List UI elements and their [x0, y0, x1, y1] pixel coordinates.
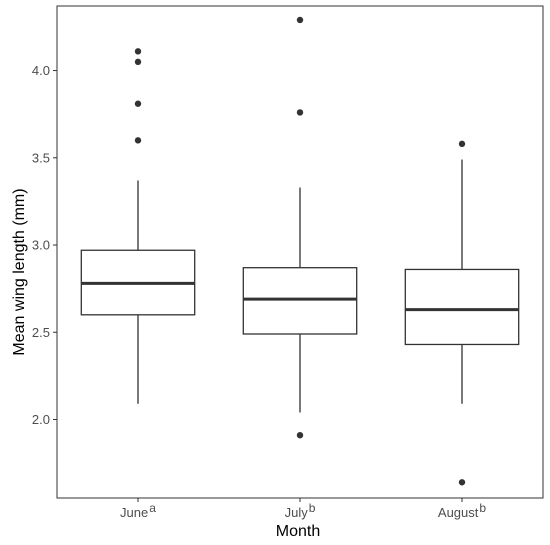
outlier-point: [296, 431, 304, 439]
x-axis-title: Month: [276, 523, 320, 540]
box: [242, 267, 358, 335]
y-axis-title: Mean wing length (mm): [11, 188, 28, 355]
y-tick-label: 3.0: [32, 238, 50, 253]
outlier-point: [296, 109, 304, 116]
outlier-point: [134, 100, 142, 107]
axis-labels: Month Mean wing length (mm): [11, 188, 320, 540]
outlier-point: [134, 48, 142, 55]
outlier-point: [296, 16, 304, 24]
x-tick-label: Junea: [120, 501, 156, 520]
plot-area: 2.0 2.5 3.0 3.5 4.0 Junea Julyb Augustb: [32, 5, 544, 520]
outlier-point: [458, 479, 466, 486]
y-tick-label: 3.5: [32, 150, 50, 165]
box: [404, 268, 520, 346]
outlier-point: [134, 137, 142, 144]
y-tick-label: 2.5: [32, 325, 50, 340]
y-tick-label: 4.0: [32, 63, 50, 78]
outlier-point: [458, 140, 466, 148]
x-tick-label: Augustb: [438, 501, 486, 520]
x-tick-label: Julyb: [285, 501, 316, 520]
y-tick-label: 2.0: [32, 412, 50, 427]
outlier-point: [134, 58, 142, 66]
